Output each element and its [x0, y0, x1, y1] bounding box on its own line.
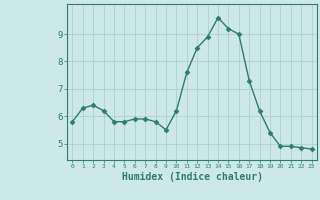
X-axis label: Humidex (Indice chaleur): Humidex (Indice chaleur): [122, 172, 262, 182]
